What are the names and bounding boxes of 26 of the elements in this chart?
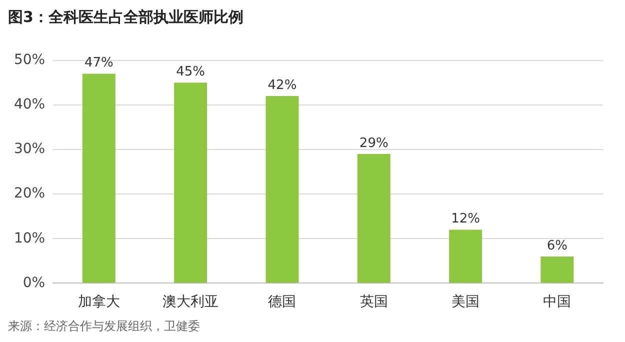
bar [82,74,116,283]
bar [357,154,390,283]
bar [540,256,574,283]
y-tick-label: 40% [14,96,46,113]
x-tick-label: 加拿大 [78,294,120,310]
data-label: 6% [546,238,568,254]
data-label: 29% [359,136,388,151]
x-tick-label: 英国 [360,294,388,310]
y-tick-label: 10% [14,230,46,246]
y-tick-label: 20% [14,186,46,202]
y-tick-label: 50% [14,52,46,68]
y-tick-label: 30% [14,141,46,158]
x-tick-label: 美国 [452,294,480,310]
chart-title: 图3：全科医生占全部执业医师比例 [8,8,244,27]
x-tick-label: 德国 [268,294,296,310]
data-label: 47% [84,56,114,71]
bar [449,230,482,283]
data-label: 42% [268,78,297,93]
x-tick-label: 澳大利亚 [162,294,219,310]
bar [266,96,299,283]
y-tick-label: 0% [22,274,46,291]
data-label: 45% [176,64,206,80]
x-tick-label: 中国 [543,294,572,310]
source-note: 来源：经济合作与发展组织，卫健委 [8,318,200,335]
data-label: 12% [451,212,480,227]
bar [174,82,208,283]
